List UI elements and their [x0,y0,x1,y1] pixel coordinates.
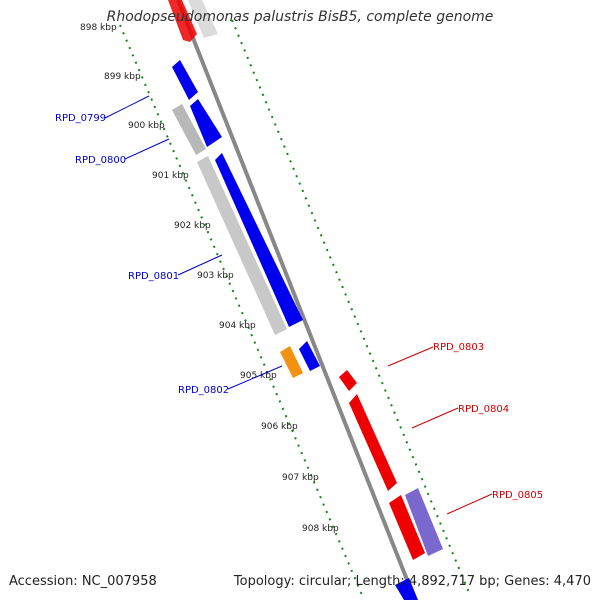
kbp-label-903: 903 kbp [197,271,234,281]
leader-line-rpd0803 [387,346,434,367]
gene-arrow-rpd0799[interactable] [172,60,198,100]
tick-track-left [119,24,363,596]
gene-arrow-top-gray[interactable] [188,0,218,38]
gene-label-rpd0804[interactable]: RPD_0804 [458,404,509,415]
leader-line-rpd0804 [411,407,459,429]
gene-arrow-rpd0803[interactable] [339,370,357,391]
leader-line-rpd0799 [104,95,150,119]
gene-arrow-top-red[interactable] [168,0,197,42]
genome-summary-text: Topology: circular; Length: 4,892,717 bp… [233,574,591,589]
gene-arrow-bottom-blue[interactable] [395,578,418,600]
leader-line-rpd0801 [177,254,223,276]
purple-feature[interactable] [405,488,443,556]
kbp-label-904: 904 kbp [219,321,256,331]
kbp-label-907: 907 kbp [282,473,319,483]
leader-line-rpd0800 [124,138,170,160]
accession-text: Accession: NC_007958 [9,574,157,589]
leader-line-rpd0805 [446,493,493,515]
gene-label-rpd0803[interactable]: RPD_0803 [433,342,484,353]
kbp-label-900: 900 kbp [128,121,165,131]
kbp-label-906: 906 kbp [261,422,298,432]
kbp-label-901: 901 kbp [152,171,189,181]
gene-label-rpd0805[interactable]: RPD_0805 [492,490,543,501]
kbp-label-908: 908 kbp [302,524,339,534]
gene-label-rpd0800[interactable]: RPD_0800 [75,155,126,166]
orf-bar-1 [172,104,206,155]
kbp-label-898: 898 kbp [80,23,117,33]
gene-arrow-rpd0802[interactable] [299,341,320,371]
gene-arrow-rpd0804[interactable] [349,394,397,491]
gene-label-rpd0802[interactable]: RPD_0802 [178,385,229,396]
kbp-label-899: 899 kbp [104,72,141,82]
genome-backbone [176,0,417,600]
gene-label-rpd0799[interactable]: RPD_0799 [55,113,106,124]
orf-bar-2 [197,156,287,335]
leader-line-rpd0802 [227,365,283,390]
gene-arrow-rpd0800[interactable] [190,99,222,147]
kbp-label-902: 902 kbp [174,221,211,231]
gene-arrow-rpd0801[interactable] [215,153,303,327]
genome-title: Rhodopseudomonas palustris BisB5, comple… [106,9,494,25]
orange-feature[interactable] [280,346,303,378]
gene-arrow-rpd0805[interactable] [389,495,425,560]
gene-label-rpd0801[interactable]: RPD_0801 [128,271,179,282]
